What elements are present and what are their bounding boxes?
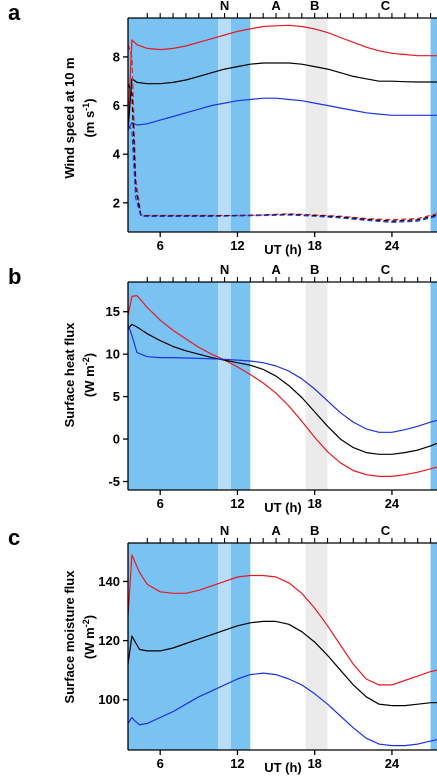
x-tick-label: 18 (307, 756, 321, 771)
event-label: N (220, 262, 229, 277)
y-axis-unit: (W m-2) (81, 615, 97, 659)
time-shading-band (430, 18, 437, 232)
time-shading-band (231, 543, 251, 750)
plot-area: 6 12 18 24 100 120 140 N A B C (98, 523, 437, 771)
x-tick-label: 24 (385, 496, 400, 511)
y-axis-unit: (m s-1) (81, 98, 97, 137)
event-label: N (220, 0, 229, 13)
time-shading-band (305, 18, 328, 232)
panel-letter: c (8, 525, 20, 550)
series-line (128, 620, 437, 707)
series-line (128, 62, 437, 130)
time-shading-band (430, 282, 437, 490)
panel-c: c 6 12 18 24 100 120 140 N A B C Surface moisture … (8, 523, 437, 775)
y-tick-label: 8 (113, 49, 120, 64)
y-tick-label: 2 (113, 195, 120, 210)
panel-letter: a (8, 0, 21, 25)
y-tick-label: 10 (106, 347, 120, 362)
event-label: C (381, 262, 391, 277)
event-label: C (381, 0, 391, 13)
x-tick-label: 12 (230, 756, 244, 771)
y-tick-label: 120 (98, 633, 120, 648)
x-tick-label: 24 (385, 756, 400, 771)
event-label: B (310, 0, 319, 13)
time-shading-band (430, 543, 437, 750)
y-axis-label: Surface heat flux (62, 322, 77, 428)
series-line (128, 323, 437, 455)
x-axis-label: UT (h) (264, 500, 302, 515)
series-line (128, 44, 437, 221)
series-line (128, 554, 437, 686)
y-tick-label: 4 (113, 147, 121, 162)
series-line (128, 295, 437, 477)
event-label: N (220, 523, 229, 538)
y-axis-label: Surface moisture flux (62, 570, 77, 704)
time-shading-band (218, 18, 231, 232)
event-label: C (381, 523, 391, 538)
y-tick-label: -5 (108, 474, 120, 489)
event-label: A (271, 0, 281, 13)
x-tick-label: 6 (157, 756, 164, 771)
time-shading-band (218, 282, 231, 490)
panel-letter: b (8, 264, 21, 289)
y-tick-label: 15 (106, 304, 120, 319)
time-shading-band (231, 18, 251, 232)
series-line (128, 672, 437, 747)
x-tick-label: 24 (385, 238, 400, 253)
y-tick-label: 140 (98, 574, 120, 589)
x-axis-label: UT (h) (264, 242, 302, 257)
y-tick-label: 5 (113, 389, 120, 404)
y-tick-label: 6 (113, 98, 120, 113)
plot-area: 6 12 18 24 -5 0 5 10 15 N A B C (106, 262, 437, 511)
event-label: A (271, 523, 281, 538)
y-tick-label: 0 (113, 432, 120, 447)
series-line (128, 83, 437, 222)
x-tick-label: 18 (307, 238, 321, 253)
x-tick-label: 6 (157, 238, 164, 253)
event-label: B (310, 262, 319, 277)
event-label: A (271, 262, 281, 277)
event-label: B (310, 523, 319, 538)
x-axis-label: UT (h) (264, 760, 302, 775)
time-shading-band (128, 282, 219, 490)
x-tick-label: 18 (307, 496, 321, 511)
time-shading-band (231, 282, 251, 490)
time-shading-band (128, 18, 219, 232)
series-line (128, 324, 437, 433)
y-tick-label: 100 (98, 692, 120, 707)
time-shading-band (305, 282, 328, 490)
x-tick-label: 12 (230, 496, 244, 511)
time-shading-band (218, 543, 231, 750)
y-axis-label: Wind speed at 10 m (62, 57, 77, 178)
series-line (128, 97, 437, 131)
series-line (128, 24, 437, 126)
x-tick-label: 12 (230, 238, 244, 253)
time-shading-band (128, 543, 219, 750)
x-tick-label: 6 (157, 496, 164, 511)
time-shading-band (305, 543, 328, 750)
y-axis-unit: (W m-2) (81, 353, 97, 397)
